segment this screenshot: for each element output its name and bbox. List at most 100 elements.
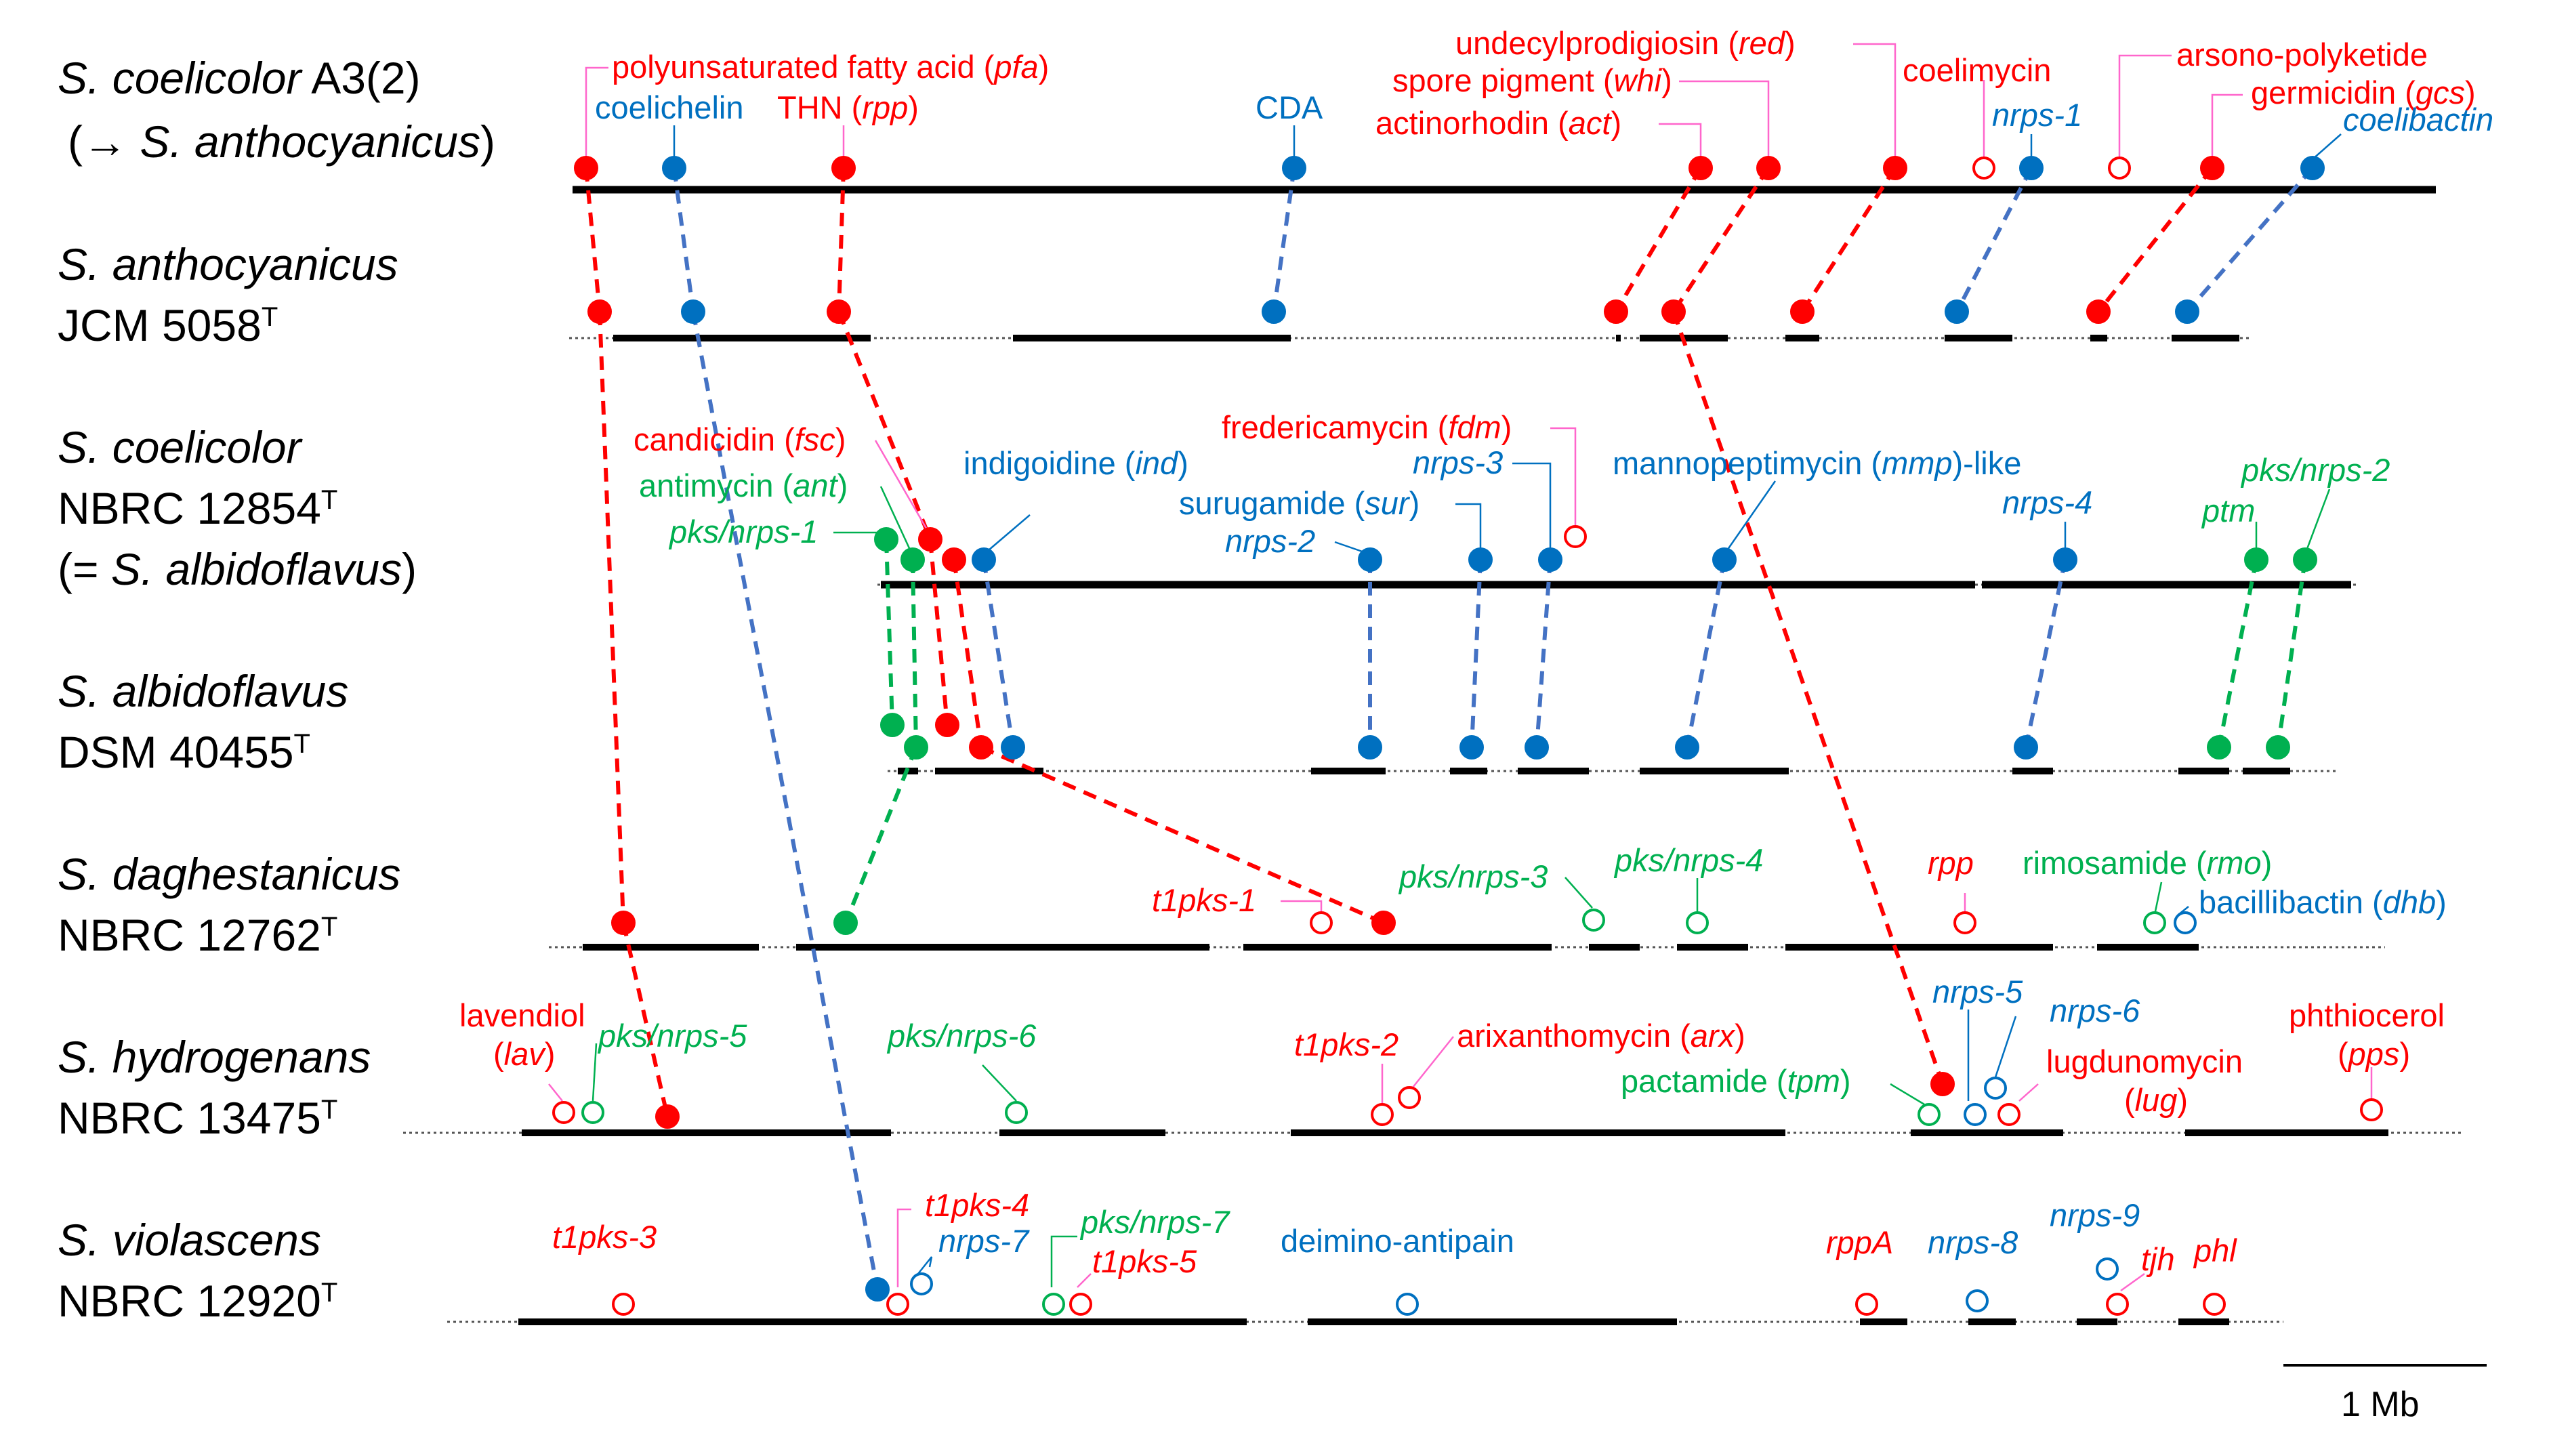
leader-lav (548, 1083, 563, 1102)
label-dhb: bacillibactin (dhb) (2199, 884, 2447, 920)
link-act-0-1 (1614, 167, 1703, 313)
link-pfa-1-4 (598, 311, 625, 923)
marker-arsono (2108, 157, 2131, 180)
leader-act (1659, 123, 1702, 159)
marker-r5-pps (2360, 1098, 2383, 1121)
species-label-5-strain: NBRC 13475T (58, 1093, 337, 1143)
marker-r4-pfa (611, 911, 636, 935)
link-pfa-0-1 (584, 167, 602, 312)
label-ptm: ptm (2201, 493, 2255, 528)
leader-pksnrps6 (982, 1064, 1017, 1102)
marker-r6-t1pks5 (1069, 1293, 1092, 1316)
species-label-4-strain: NBRC 12762T (58, 910, 337, 960)
label-ind: indigoidine (ind) (963, 445, 1188, 481)
marker-r1-nrps1 (1945, 299, 1969, 324)
marker-r5-pksnrps6 (1005, 1101, 1028, 1124)
label-pps: phthiocerol (2289, 997, 2445, 1033)
label-pksnrps7: pks/nrps-7 (1079, 1204, 1230, 1240)
label-nrps2: nrps-2 (1225, 523, 1315, 559)
link-red-0-1 (1800, 167, 1897, 313)
label-whi: spore pigment (whi) (1392, 62, 1672, 98)
link-ant-2-3 (911, 559, 918, 748)
label-lug: lugdunomycin (2046, 1043, 2243, 1079)
leader-t1pks1 (1281, 900, 1323, 915)
marker-r2-fsc2 (942, 547, 966, 572)
link-cda-0-1 (1272, 167, 1296, 312)
leader-tjh (2120, 1272, 2145, 1292)
label-pksnrps3: pks/nrps-3 (1398, 858, 1548, 894)
label-fdm: fredericamycin (fdm) (1222, 409, 1512, 445)
marker-r5-tpm (1918, 1103, 1941, 1126)
marker-r3-mmp (1675, 735, 1699, 760)
marker-r3-nrps4 (2014, 735, 2038, 760)
marker-r2-pksnrps1 (874, 527, 898, 552)
link-ptm-2-3 (2217, 559, 2258, 748)
marker-r3-nrps2 (1358, 735, 1382, 760)
marker-coelimycin (1972, 157, 1995, 180)
leader-lines (548, 43, 2373, 1292)
label-gcs: germicidin (gcs) (2251, 75, 2476, 110)
label-red: undecylprodigiosin (red) (1455, 25, 1796, 61)
marker-r5-whi (1930, 1072, 1955, 1096)
link-nrps1-0-1 (1955, 167, 2033, 313)
marker-r3-pksnrps2 (2266, 735, 2290, 760)
leader-fdm (1550, 427, 1577, 527)
label-tjh: tjh (2141, 1241, 2175, 1277)
marker-r6-phl (2203, 1293, 2226, 1316)
label-nrps9: nrps-9 (2050, 1197, 2140, 1233)
leader-rmo (2153, 881, 2163, 915)
link-pfa-4-5 (621, 922, 669, 1117)
leader-pksnrps3 (1564, 877, 1593, 909)
scale-bar: 1 Mb (2283, 1364, 2487, 1424)
label-coelibactin: coelibactin (2343, 102, 2493, 138)
label-rppA: rppA (1826, 1224, 1893, 1260)
label-t1pks3: t1pks-3 (552, 1219, 657, 1255)
label-fsc: candicidin (fsc) (634, 421, 846, 457)
marker-r1-red (1790, 299, 1815, 324)
leader-pksnrps2 (2304, 488, 2331, 555)
marker-r5-pfa (655, 1104, 680, 1129)
label-coelichelin: coelichelin (595, 89, 743, 125)
link-nrps3-2-3 (1535, 559, 1552, 748)
link-rpp-0-1 (837, 167, 846, 312)
marker-r5-arx (1398, 1086, 1421, 1109)
label-rmo: rimosamide (rmo) (2023, 845, 2272, 881)
marker-r2-sur (1468, 547, 1493, 572)
marker-r2-nrps3 (1538, 547, 1562, 572)
marker-coelichelin (662, 156, 686, 180)
species-label-1: S. anthocyanicus (58, 239, 398, 289)
link-ind-2-3 (982, 559, 1015, 748)
label-t1pks1: t1pks-1 (1152, 882, 1256, 918)
marker-r3-sur (1459, 735, 1484, 760)
leader-pksnrps5 (592, 1043, 598, 1102)
link-whi-0-1 (1672, 167, 1770, 313)
marker-r2-ptm (2244, 547, 2268, 572)
label-deimino: deimino-antipain (1281, 1223, 1514, 1259)
marker-r1-coelibactin (2175, 299, 2199, 324)
marker-r2-fsc (918, 527, 942, 552)
leader-nrps7 (917, 1256, 933, 1274)
label-t1pks4: t1pks-4 (925, 1187, 1029, 1223)
label-t1pks2: t1pks-2 (1294, 1026, 1398, 1062)
species-label-6-strain: NBRC 12920T (58, 1276, 337, 1326)
label-mmp: mannopeptimycin (mmp)-like (1613, 445, 2021, 481)
label-act: actinorhodin (act) (1375, 105, 1621, 141)
marker-r1-gcs (2086, 299, 2111, 324)
label-arsono: arsono-polyketide (2176, 37, 2428, 72)
link-whi-1-5 (1672, 311, 1945, 1085)
label-pksnrps2: pks/nrps-2 (2240, 452, 2390, 488)
label-nrps3: nrps-3 (1413, 444, 1503, 480)
marker-cda (1282, 156, 1306, 180)
species-label-2: S. coelicolor (58, 422, 304, 472)
label-lug-abbr: (lug) (2124, 1082, 2188, 1118)
link-pksnrps2-2-3 (2276, 559, 2307, 748)
leader-fsc (874, 440, 932, 536)
label-nrps7: nrps-7 (938, 1223, 1030, 1259)
marker-r6-nrps7 (910, 1272, 933, 1295)
leader-tpm (1890, 1083, 1925, 1106)
label-pfa: polyunsaturated fatty acid (pfa) (612, 49, 1049, 85)
marker-r5-nrps5 (1964, 1103, 1987, 1126)
marker-whi (1756, 156, 1781, 180)
label-rpp4: rpp (1928, 845, 1974, 881)
marker-r2-nrps2 (1358, 547, 1382, 572)
